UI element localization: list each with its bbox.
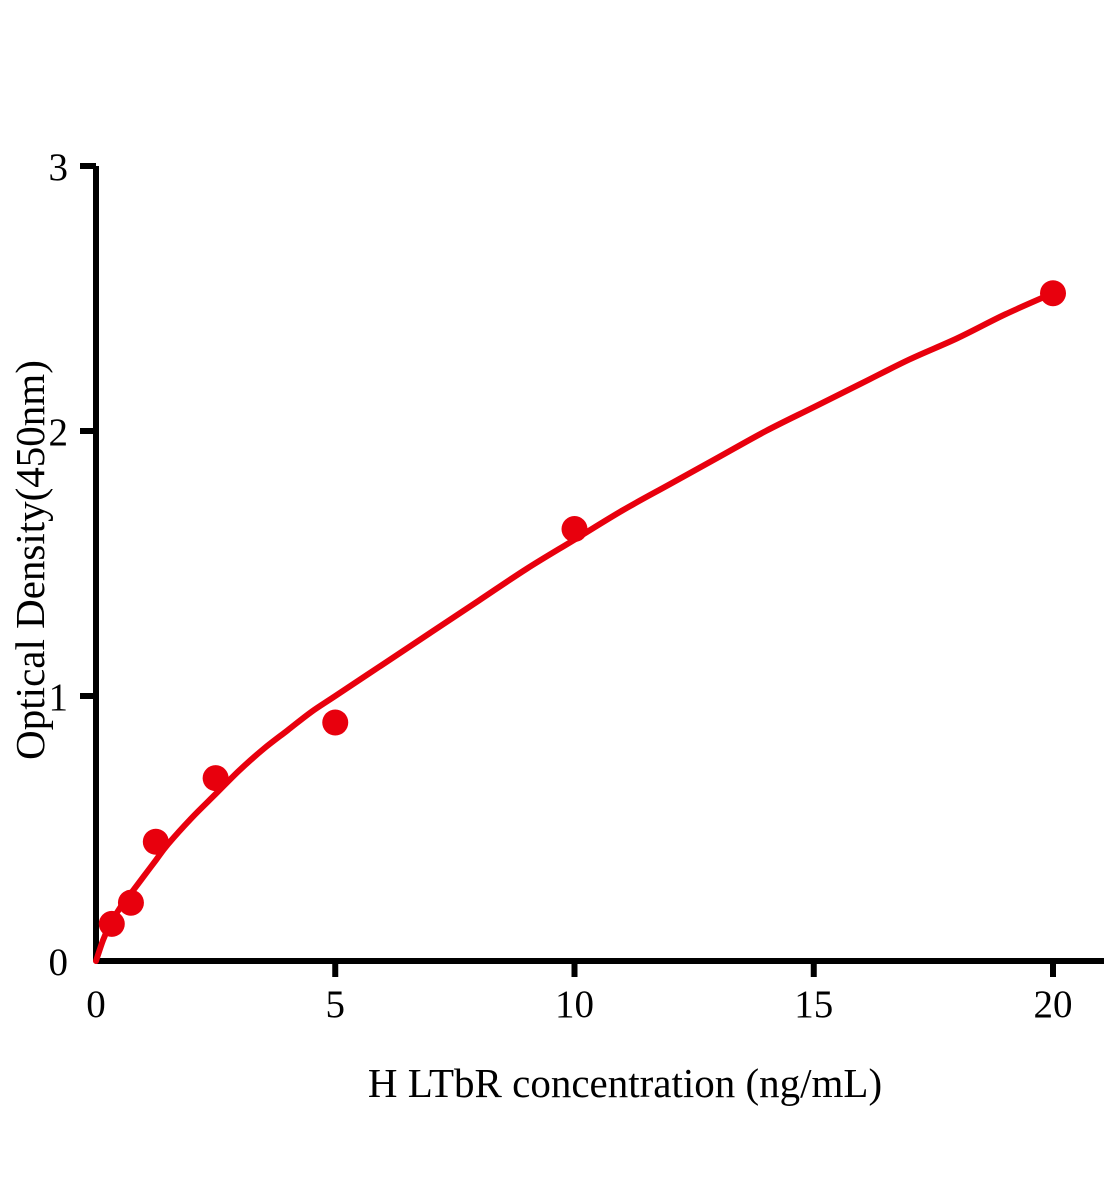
x-axis-tick-label: 20 — [1034, 983, 1073, 1026]
data-point — [202, 765, 229, 792]
fit-curve — [93, 290, 1056, 964]
x-axis-tick-label: 10 — [555, 983, 594, 1026]
x-axis-title: H LTbR concentration (ng/mL) — [368, 1060, 882, 1106]
data-point — [561, 516, 588, 543]
data-point — [1040, 280, 1066, 307]
y-axis-tick-label: 3 — [49, 146, 69, 189]
x-axis: 0 5 10 15 20 — [86, 958, 1104, 1026]
x-axis-tick-label: 0 — [86, 983, 106, 1026]
y-axis-tick-label: 2 — [49, 411, 69, 454]
data-point — [142, 828, 169, 855]
data-point — [98, 910, 125, 937]
data-point — [117, 889, 144, 916]
y-axis-tick-label: 0 — [49, 941, 69, 984]
y-axis: 0 1 2 3 — [49, 146, 99, 984]
data-point — [322, 709, 349, 736]
data-points — [98, 280, 1066, 937]
x-axis-tick-label: 15 — [794, 983, 833, 1026]
y-axis-tick-label: 1 — [49, 676, 69, 719]
x-axis-tick-label: 5 — [326, 983, 346, 1026]
y-axis-title: Optical Density(450nm) — [7, 360, 53, 760]
